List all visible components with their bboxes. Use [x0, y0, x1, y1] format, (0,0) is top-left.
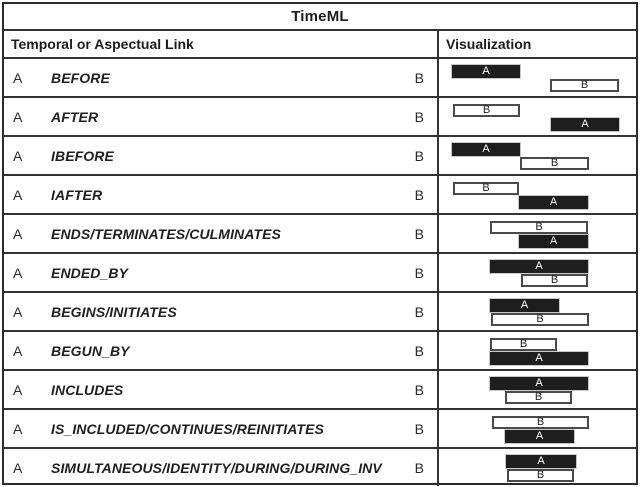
interval-bar-a: A	[519, 196, 588, 209]
relation-name: BEGUN_BY	[51, 342, 130, 359]
column-header-visualization-label: Visualization	[446, 36, 532, 52]
interval-bar-b: B	[492, 416, 589, 429]
interval-bar-a: A	[490, 352, 588, 365]
table-title-row: TimeML	[4, 4, 636, 29]
right-endpoint-label: B	[414, 108, 424, 125]
relation-name: BEFORE	[51, 69, 110, 86]
relation-name: ENDED_BY	[51, 264, 129, 281]
relation-name: AFTER	[51, 108, 99, 125]
interval-bar-b: B	[550, 79, 619, 92]
interval-bar-b: B	[491, 313, 589, 326]
interval-bar-a: A	[490, 260, 588, 273]
left-endpoint-label: A	[13, 69, 23, 86]
relation-name: SIMULTANEOUS/IDENTITY/DURING/DURING_INV	[51, 459, 382, 476]
right-endpoint-label: B	[414, 303, 424, 320]
interval-bar-b: B	[453, 104, 520, 117]
relation-row: A SIMULTANEOUS/IDENTITY/DURING/DURING_IN…	[4, 447, 636, 486]
left-endpoint-label: A	[13, 225, 23, 242]
relation-name: INCLUDES	[51, 381, 124, 398]
table-title: TimeML	[291, 8, 349, 25]
interval-bar-a: A	[452, 65, 520, 78]
column-header-visualization: Visualization	[439, 31, 636, 57]
relation-name: ENDS/TERMINATES/CULMINATES	[51, 225, 281, 242]
left-endpoint-label: A	[13, 108, 23, 125]
relation-name: IBEFORE	[51, 147, 114, 164]
relation-cell: A AFTER B	[4, 98, 439, 135]
column-header-row: Temporal or Aspectual Link Visualization	[4, 29, 636, 57]
right-endpoint-label: B	[414, 459, 424, 476]
left-endpoint-label: A	[13, 147, 23, 164]
interval-bar-b: B	[490, 338, 557, 351]
right-endpoint-label: B	[414, 420, 424, 437]
interval-bar-a: A	[490, 299, 559, 312]
interval-bar-a: A	[551, 118, 619, 131]
right-endpoint-label: B	[414, 342, 424, 359]
relation-cell: A IBEFORE B	[4, 137, 439, 174]
relation-name: BEGINS/INITIATES	[51, 303, 177, 320]
relation-cell: A BEGUN_BY B	[4, 332, 439, 369]
right-endpoint-label: B	[414, 225, 424, 242]
interval-bar-b: B	[453, 182, 519, 195]
interval-bar-b: B	[520, 157, 589, 170]
left-endpoint-label: A	[13, 381, 23, 398]
left-endpoint-label: A	[13, 342, 23, 359]
relation-cell: A BEGINS/INITIATES B	[4, 293, 439, 330]
relation-name: IAFTER	[51, 186, 103, 203]
relation-cell: A ENDS/TERMINATES/CULMINATES B	[4, 215, 439, 252]
interval-bar-b: B	[490, 221, 588, 234]
left-endpoint-label: A	[13, 303, 23, 320]
relation-cell: A INCLUDES B	[4, 371, 439, 408]
relation-name: IS_INCLUDED/CONTINUES/REINITIATES	[51, 420, 324, 437]
interval-bar-a: A	[519, 235, 588, 248]
interval-bar-b: B	[521, 274, 588, 287]
column-header-link: Temporal or Aspectual Link	[4, 31, 439, 57]
interval-bar-a: A	[506, 455, 576, 468]
interval-bar-b: B	[507, 469, 574, 482]
right-endpoint-label: B	[414, 264, 424, 281]
relation-cell: A IAFTER B	[4, 176, 439, 213]
right-endpoint-label: B	[414, 147, 424, 164]
interval-bar-a: A	[505, 430, 574, 443]
relation-cell: A SIMULTANEOUS/IDENTITY/DURING/DURING_IN…	[4, 449, 439, 486]
left-endpoint-label: A	[13, 186, 23, 203]
left-endpoint-label: A	[13, 264, 23, 281]
left-endpoint-label: A	[13, 459, 23, 476]
right-endpoint-label: B	[414, 186, 424, 203]
relation-cell: A IS_INCLUDED/CONTINUES/REINITIATES B	[4, 410, 439, 447]
right-endpoint-label: B	[414, 69, 424, 86]
interval-bar-a: A	[452, 143, 520, 156]
interval-bar-a: A	[490, 377, 588, 390]
interval-bar-b: B	[505, 391, 572, 404]
right-endpoint-label: B	[414, 381, 424, 398]
relation-cell: A ENDED_BY B	[4, 254, 439, 291]
column-header-link-label: Temporal or Aspectual Link	[11, 36, 194, 52]
left-endpoint-label: A	[13, 420, 23, 437]
relation-cell: A BEFORE B	[4, 59, 439, 96]
